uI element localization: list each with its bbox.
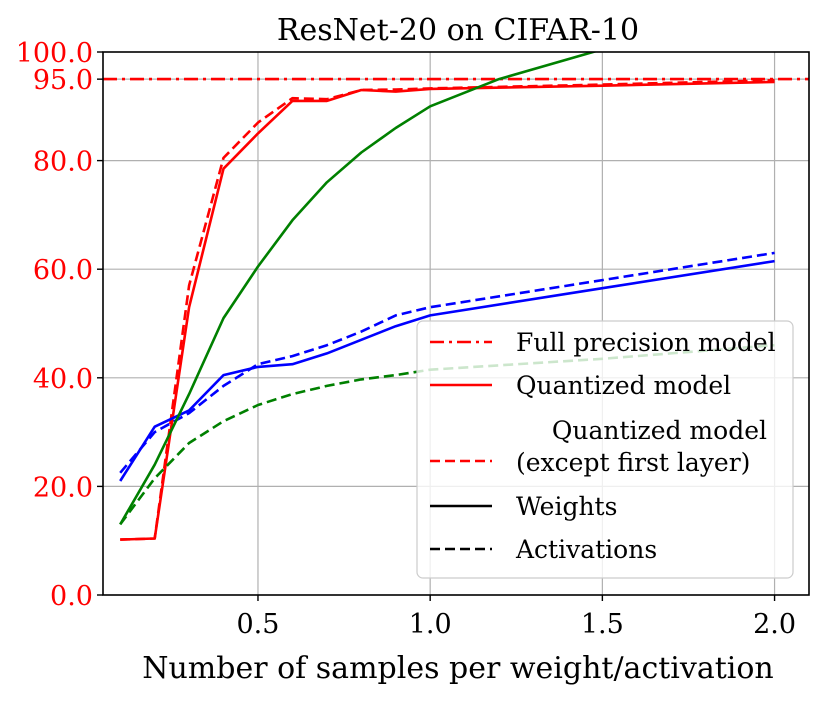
x-tick-label: 1.0 — [409, 609, 452, 640]
y-tick-label: 0.0 — [50, 581, 93, 612]
y-tick-label: 20.0 — [33, 472, 93, 503]
y-tick-label: 95.0 — [33, 65, 93, 96]
x-tick-label: 1.5 — [581, 609, 624, 640]
plot-frame — [102, 51, 810, 596]
x-tick-label: 2.0 — [753, 609, 796, 640]
y-tick-label: 80.0 — [33, 147, 93, 178]
legend-label-weights: Weights — [516, 492, 617, 521]
legend-box — [416, 320, 794, 579]
series-line — [120, 78, 775, 541]
legend-label-quantized-except-line2: (except first layer) — [516, 448, 750, 477]
chart-title: ResNet-20 on CIFAR-10 — [277, 13, 639, 48]
x-axis-label: Number of samples per weight/activation — [142, 651, 774, 686]
series-line — [119, 259, 775, 482]
legend-label-quantized-except-line1: Quantized model — [552, 416, 767, 445]
legend-label-quantized: Quantized model — [516, 371, 731, 400]
y-tick-label: 60.0 — [33, 255, 93, 286]
x-tick-label: 0.5 — [236, 609, 279, 640]
legend: Full precision model Quantized model Qua… — [416, 320, 794, 579]
series-line — [119, 251, 775, 474]
y-tick-label: 40.0 — [33, 364, 93, 395]
series-line — [119, 52, 598, 526]
y-tick-label: 100.0 — [16, 38, 93, 69]
legend-label-full-precision: Full precision model — [516, 328, 776, 357]
legend-label-activations: Activations — [515, 535, 657, 564]
